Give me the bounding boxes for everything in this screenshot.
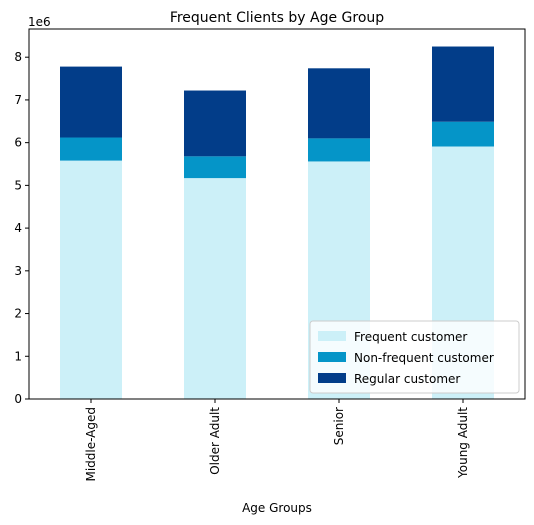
bar-middle-aged-series-2 [60, 66, 122, 138]
bar-middle-aged-series-0 [60, 160, 122, 399]
bar-young-adult-series-1 [432, 121, 494, 147]
x-ticks-group: Middle-Aged Older Adult Senior Young Adult [84, 399, 470, 482]
bar-senior-series-2 [308, 68, 370, 139]
x-tick-label: Young Adult [456, 407, 470, 479]
y-tick-label: 0 [14, 392, 22, 406]
y-tick-label: 2 [14, 307, 22, 321]
legend-swatch [318, 352, 346, 362]
legend-label: Non-frequent customer [354, 351, 494, 365]
y-tick-label: 4 [14, 221, 22, 235]
legend-box [309, 320, 520, 394]
bar-young-adult-series-2 [432, 46, 494, 122]
x-tick-label: Older Adult [208, 407, 222, 475]
x-axis-label: Age Groups [242, 501, 312, 515]
x-tick-label: Middle-Aged [84, 407, 98, 482]
bar-older-adult-series-0 [184, 178, 246, 399]
chart-title: Frequent Clients by Age Group [170, 10, 384, 26]
bar-older-adult-series-2 [184, 90, 246, 157]
y-tick-label: 3 [14, 264, 22, 278]
legend: Frequent customer Non-frequent customer Re… [309, 320, 520, 394]
bar-middle-aged-series-1 [60, 137, 122, 161]
legend-label: Regular customer [354, 372, 460, 386]
y-tick-label: 8 [14, 50, 22, 64]
bar-senior-series-1 [308, 138, 370, 162]
y-tick-label: 5 [14, 178, 22, 192]
x-tick-label: Senior [332, 407, 346, 445]
y-ticks-group: 0 1 2 3 4 5 6 7 8 [14, 50, 29, 406]
plot-frame [28, 28, 526, 400]
legend-label: Frequent customer [354, 330, 467, 344]
bar-older-adult-series-1 [184, 156, 246, 179]
y-tick-label: 6 [14, 136, 22, 150]
y-tick-label: 1 [14, 349, 22, 363]
y-offset-label: 1e6 [28, 15, 51, 29]
legend-swatch [318, 331, 346, 341]
legend-swatch [318, 373, 346, 383]
bars-group [60, 46, 494, 399]
y-tick-label: 7 [14, 93, 22, 107]
